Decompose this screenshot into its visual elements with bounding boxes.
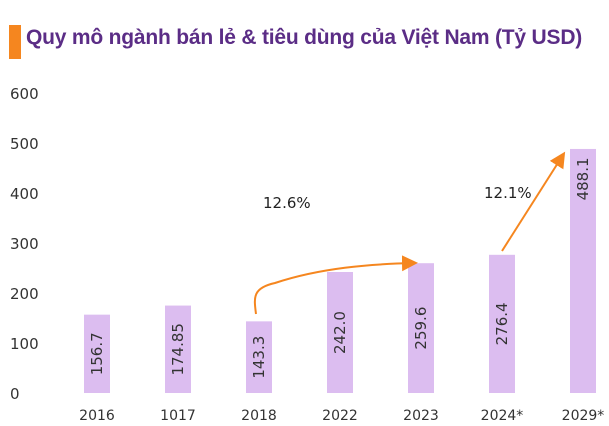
data-label: 156.7 — [88, 332, 106, 375]
growth-arrow-1 — [253, 255, 418, 315]
y-tick-label: 400 — [10, 185, 39, 203]
y-tick-label: 200 — [10, 285, 39, 303]
annotation-cagr-2: 12.1% — [484, 184, 532, 202]
x-tick-label: 2018 — [241, 408, 277, 424]
x-tick-label: 2022 — [322, 408, 358, 424]
data-label: 259.6 — [412, 307, 430, 350]
y-tick-label: 300 — [10, 235, 39, 253]
bar-2018 — [246, 321, 272, 393]
bar-2016 — [84, 314, 110, 393]
bar-2024* — [489, 254, 515, 393]
y-tick-label: 600 — [10, 85, 39, 103]
bar-2029* — [570, 148, 596, 393]
title-accent-bar — [9, 25, 21, 59]
data-label: 174.85 — [169, 323, 187, 376]
y-tick-label: 500 — [10, 135, 39, 153]
y-tick-label: 100 — [10, 335, 39, 353]
x-tick-label: 2024* — [481, 408, 524, 424]
data-label: 276.4 — [493, 302, 511, 345]
bar-2023 — [408, 263, 434, 393]
data-label: 143.3 — [250, 336, 268, 379]
growth-arrow-2 — [501, 151, 566, 252]
x-tick-label: 2016 — [79, 408, 115, 424]
x-tick-label: 1017 — [160, 408, 196, 424]
x-tick-label: 2029* — [562, 408, 605, 424]
bar-2022 — [327, 272, 353, 393]
y-tick-label: 0 — [10, 385, 20, 403]
chart-title: Quy mô ngành bán lẻ & tiêu dùng của Việt… — [26, 26, 583, 49]
x-tick-label: 2023 — [403, 408, 439, 424]
data-label: 242.0 — [331, 311, 349, 354]
data-label: 488.1 — [574, 157, 592, 200]
annotation-cagr-1: 12.6% — [263, 194, 311, 212]
bar-1017 — [165, 305, 191, 393]
